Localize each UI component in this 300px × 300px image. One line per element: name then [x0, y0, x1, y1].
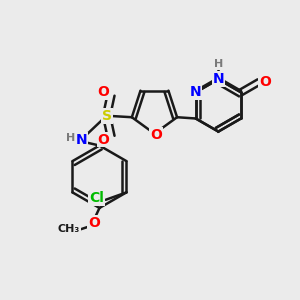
Text: O: O — [259, 75, 271, 89]
Text: CH₃: CH₃ — [58, 224, 80, 234]
Text: N: N — [76, 133, 87, 146]
Text: O: O — [98, 85, 109, 99]
Text: S: S — [102, 109, 112, 123]
Text: O: O — [98, 133, 109, 146]
Text: O: O — [88, 216, 100, 230]
Text: N: N — [190, 85, 202, 99]
Text: Cl: Cl — [89, 191, 104, 205]
Text: O: O — [150, 128, 162, 142]
Text: H: H — [214, 59, 223, 69]
Text: N: N — [212, 72, 224, 86]
Text: H: H — [66, 133, 76, 143]
